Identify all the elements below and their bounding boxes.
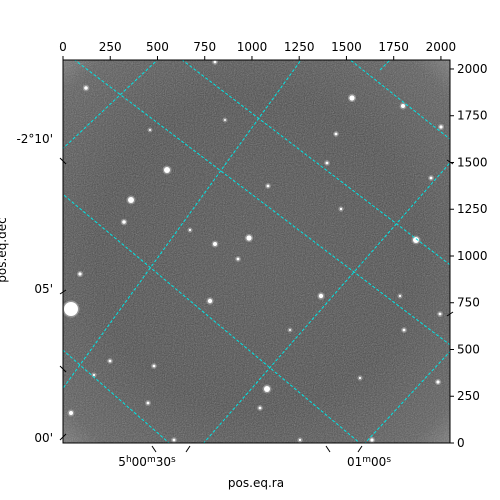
x-pixel-tick-label: 1000 xyxy=(237,40,268,54)
y-axis-label: pos.eq.dec xyxy=(0,217,9,282)
star xyxy=(358,376,362,380)
ra-tick-mark xyxy=(151,445,157,453)
star xyxy=(298,438,302,442)
star xyxy=(266,184,270,188)
y-pixel-tick-label: 1000 xyxy=(457,249,488,263)
y-pixel-tick-label: 1500 xyxy=(457,155,488,169)
star xyxy=(339,207,343,211)
dec-tick-label: 00' xyxy=(34,431,53,445)
star xyxy=(334,132,338,136)
star xyxy=(84,86,88,90)
dec-right-tick-mark xyxy=(446,159,454,165)
star xyxy=(207,298,213,304)
grid-line xyxy=(73,60,450,346)
star xyxy=(92,373,96,377)
x-pixel-tick-label: 500 xyxy=(146,40,169,54)
star xyxy=(264,386,270,392)
grid-line xyxy=(181,60,450,266)
right-pixel-axis: 0 250 500 750 1000 1250 1500 1750 2000 xyxy=(450,62,488,450)
sky-image xyxy=(63,60,450,443)
star xyxy=(122,220,126,224)
x-pixel-tick-label: 250 xyxy=(99,40,122,54)
x-pixel-tick-label: 1500 xyxy=(331,40,362,54)
grid-line xyxy=(203,162,450,443)
star xyxy=(69,411,73,415)
y-pixel-tick-label: 2000 xyxy=(457,62,488,76)
y-pixel-tick-label: 500 xyxy=(457,342,480,356)
star xyxy=(108,359,112,363)
star xyxy=(64,302,78,316)
y-pixel-tick-label: 250 xyxy=(457,389,480,403)
star xyxy=(213,242,217,246)
star xyxy=(398,294,402,298)
star xyxy=(224,119,226,121)
ra-right-tick-mark xyxy=(446,311,454,317)
star xyxy=(401,104,405,108)
y-pixel-tick-label: 750 xyxy=(457,296,480,310)
grid-line xyxy=(63,60,159,150)
y-pixel-tick-label: 1750 xyxy=(457,109,488,123)
star xyxy=(164,167,170,173)
stars xyxy=(63,60,445,443)
star xyxy=(172,438,176,442)
x-pixel-tick-label: 1250 xyxy=(284,40,315,54)
star xyxy=(349,95,355,101)
grid-line xyxy=(63,60,302,390)
x-axis-label: pos.eq.ra xyxy=(228,476,284,490)
left-dec-axis: -2°10' 05' 00' pos.eq.dec xyxy=(0,132,67,445)
dec-tick-mark xyxy=(59,157,67,165)
star xyxy=(318,293,324,299)
dec-tick-label: -2°10' xyxy=(16,132,53,146)
top-pixel-axis: 0 250 500 750 1000 1250 1500 1750 2000 xyxy=(59,40,456,60)
grid-line xyxy=(349,60,450,140)
dec-tick-mark xyxy=(59,289,67,295)
grid-line xyxy=(63,193,361,443)
x-pixel-tick-label: 0 xyxy=(59,40,67,54)
grid-line xyxy=(63,349,170,443)
grid-line xyxy=(364,350,450,443)
star xyxy=(258,406,262,410)
ra-tick-mark xyxy=(185,445,191,453)
star xyxy=(236,257,240,261)
star xyxy=(436,380,440,384)
ra-tick-label: 5h00m30s xyxy=(118,455,176,469)
dec-tick-mark xyxy=(59,365,67,373)
star xyxy=(149,129,151,131)
y-pixel-tick-label: 1250 xyxy=(457,202,488,216)
star xyxy=(213,60,217,64)
coordinate-grid xyxy=(63,60,450,443)
y-pixel-tick-label: 0 xyxy=(457,436,465,450)
star xyxy=(429,176,433,180)
star xyxy=(152,364,156,368)
ra-tick-label: 01m00s xyxy=(347,455,391,469)
star xyxy=(289,329,291,331)
star xyxy=(128,197,134,203)
star xyxy=(439,125,443,129)
star xyxy=(325,161,329,165)
star xyxy=(370,438,374,442)
dec-tick-mark xyxy=(59,433,67,441)
x-pixel-tick-label: 1750 xyxy=(378,40,409,54)
star xyxy=(188,228,192,232)
plot-frame xyxy=(62,59,451,444)
star xyxy=(402,328,406,332)
x-pixel-tick-label: 750 xyxy=(193,40,216,54)
x-pixel-tick-label: 2000 xyxy=(426,40,457,54)
dec-tick-label: 05' xyxy=(34,282,53,296)
star xyxy=(413,237,419,243)
ra-tick-mark xyxy=(325,445,331,453)
ra-tick-mark xyxy=(357,445,363,453)
star xyxy=(78,272,82,276)
bottom-ra-axis: 5h00m30s 01m00s pos.eq.ra xyxy=(118,445,391,490)
grid-line xyxy=(379,60,391,71)
star xyxy=(146,401,150,405)
star xyxy=(438,312,442,316)
star xyxy=(246,235,252,241)
